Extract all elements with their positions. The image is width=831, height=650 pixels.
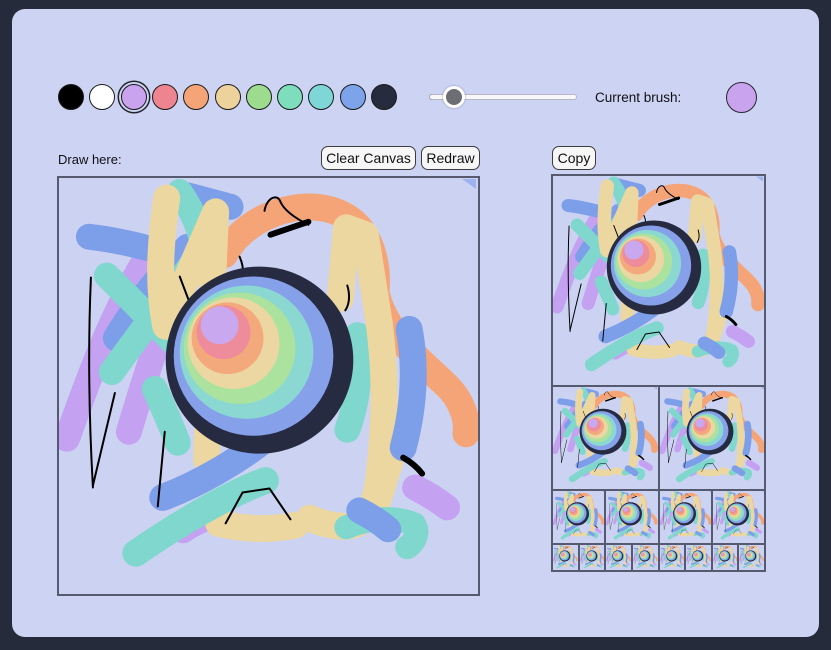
preview-row-0 [553, 176, 764, 385]
color-swatch-1[interactable] [89, 84, 116, 110]
current-brush-swatch [726, 82, 757, 113]
preview-cell [606, 545, 631, 570]
clear-canvas-button[interactable]: Clear Canvas [321, 146, 416, 170]
drawing-artwork-main [59, 178, 478, 594]
preview-cell [712, 491, 764, 543]
copy-button[interactable]: Copy [552, 146, 596, 170]
drawing-artwork-thumbnail [660, 387, 765, 489]
preview-cell [659, 387, 765, 489]
brush-size-slider-track[interactable] [429, 94, 577, 100]
drawing-artwork-thumbnail [632, 545, 658, 569]
drawing-artwork-thumbnail [712, 545, 738, 569]
preview-row-3 [553, 545, 764, 570]
drawing-artwork-thumbnail [606, 491, 658, 540]
preview-cell [553, 387, 658, 489]
drawing-artwork-thumbnail [553, 176, 764, 385]
color-swatch-10[interactable] [371, 84, 397, 110]
preview-cell [553, 545, 578, 570]
preview-cell [579, 545, 605, 570]
preview-cell [553, 176, 764, 385]
color-swatch-8[interactable] [308, 84, 335, 110]
copy-preview-panel [551, 174, 766, 572]
color-swatch-6[interactable] [245, 84, 272, 110]
drawing-artwork-thumbnail [579, 545, 605, 569]
drawing-artwork-thumbnail [606, 545, 631, 569]
color-swatch-2[interactable] [120, 84, 147, 110]
drawing-artwork-thumbnail [553, 491, 605, 540]
preview-cell [739, 545, 764, 570]
color-swatch-4[interactable] [183, 84, 210, 110]
color-swatch-5[interactable] [214, 84, 241, 110]
preview-cell [659, 491, 711, 543]
color-swatch-0[interactable] [58, 84, 84, 110]
preview-cell [553, 491, 605, 543]
app-panel: Current brush: Draw here: Clear Canvas R… [12, 9, 819, 637]
preview-cell [659, 545, 685, 570]
preview-row-2 [553, 491, 764, 543]
draw-here-label: Draw here: [58, 152, 122, 167]
color-swatch-9[interactable] [339, 84, 366, 110]
drawing-artwork-thumbnail [739, 545, 764, 569]
drawing-canvas[interactable] [57, 176, 480, 596]
color-swatch-3[interactable] [151, 84, 178, 110]
preview-cell [686, 545, 711, 570]
drawing-artwork-thumbnail [553, 545, 578, 569]
current-brush-label: Current brush: [595, 90, 682, 105]
preview-cell [712, 545, 738, 570]
drawing-artwork-thumbnail [712, 491, 764, 540]
drawing-artwork-thumbnail [553, 387, 658, 489]
color-swatch-7[interactable] [277, 84, 304, 110]
preview-row-1 [553, 387, 764, 489]
brush-size-slider-handle[interactable] [443, 86, 466, 108]
preview-cell [632, 545, 658, 570]
preview-cell [606, 491, 658, 543]
drawing-artwork-thumbnail [686, 545, 711, 569]
drawing-artwork-thumbnail [659, 545, 685, 569]
redraw-button[interactable]: Redraw [421, 146, 480, 170]
drawing-artwork-thumbnail [659, 491, 711, 540]
